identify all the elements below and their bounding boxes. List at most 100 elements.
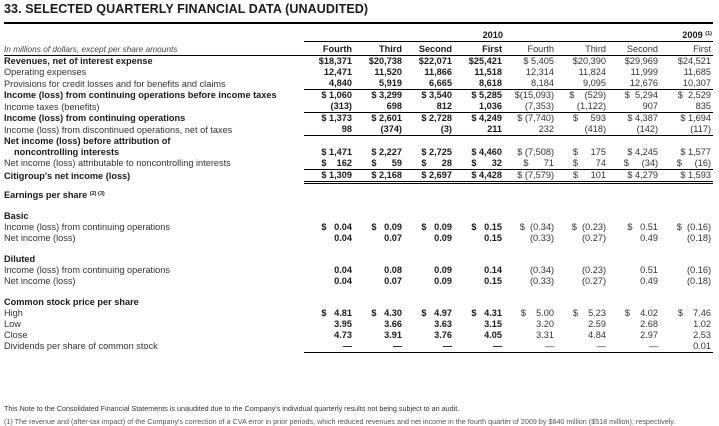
cell-value: 12,471	[323, 67, 352, 77]
cell-value: $ 2,601	[371, 113, 402, 123]
cell-value: $25,421	[468, 56, 503, 66]
cell-value: (0.34)	[530, 264, 555, 275]
column-header: First	[454, 41, 505, 56]
column-header: Fourth	[504, 41, 557, 56]
cell-value: $ 1,373	[321, 113, 352, 123]
cell-value: —	[556, 340, 609, 353]
year-header-row: 2010 2009 (1)	[4, 30, 714, 42]
row-label: Dividends per share of common stock	[4, 341, 158, 351]
cell-value: $ 59	[354, 157, 404, 170]
table-row: Citigroup's net income (loss) $ 1,309 $ 2,…	[4, 169, 714, 184]
cell-value: $24,521	[677, 56, 712, 66]
row-label: Operating expenses	[4, 67, 87, 77]
cell-value: 812	[404, 101, 454, 113]
cell-value: (142)	[608, 124, 661, 136]
cell-value: (1,122)	[556, 101, 609, 113]
cell-value: —	[354, 340, 404, 353]
column-header: Fourth	[304, 41, 354, 56]
cell-value: 698	[354, 101, 404, 113]
cell-value: 0.09	[434, 264, 452, 275]
cell-value: (374)	[354, 124, 404, 136]
row-label: Income taxes (benefits)	[4, 101, 100, 112]
table-row: Net income (loss) before attribution of	[4, 136, 713, 147]
cell-value: 3.66	[384, 318, 402, 329]
title-rule	[4, 22, 713, 24]
cell-value: 11,685	[683, 67, 712, 77]
table-row: Provisions for credit losses and for ben…	[4, 78, 714, 90]
page-title: 33. SELECTED QUARTERLY FINANCIAL DATA (U…	[4, 2, 369, 16]
cell-value: 4.84	[588, 329, 607, 340]
cell-value: 98	[304, 124, 354, 136]
row-label: Net income (loss) before attribution of	[4, 135, 171, 146]
cell-value: 907	[608, 101, 661, 113]
cell-value: $ 1,309	[304, 169, 354, 184]
cell-value: $ 5,405	[523, 56, 555, 66]
cell-value: $ 2,168	[354, 169, 404, 184]
cell-value: $ 4,387	[627, 113, 659, 123]
cell-value: 0.15	[484, 232, 503, 243]
row-label: Income (loss) from continuing operations	[4, 113, 186, 123]
cell-value: $ 4,279	[608, 169, 661, 184]
cell-value: $(15,093)	[514, 90, 555, 100]
table-row: Net income (loss) 0.04 0.07 0.09 0.15 (0.33) (…	[4, 233, 713, 244]
cell-value	[660, 136, 713, 147]
diluted-header: Diluted	[4, 253, 36, 264]
cell-value: 3.91	[384, 329, 402, 340]
column-header: Third	[556, 41, 609, 56]
cell-value: $ 101	[556, 169, 609, 184]
cell-value: $ 4.30	[371, 307, 402, 318]
cell-value: $ 4,428	[454, 169, 505, 184]
cell-value: 8,184	[504, 78, 557, 90]
cell-value: 3.15	[484, 318, 503, 329]
footnote-1: (1) The revenue and (after-tax impact) o…	[4, 417, 676, 426]
cell-value: $ 1,577	[680, 146, 712, 157]
column-header: Third	[354, 41, 404, 56]
cell-value: (117)	[660, 124, 714, 136]
cell-value: 0.49	[640, 275, 659, 286]
cell-value: $ 32	[454, 157, 505, 170]
cell-value: $ 3,540	[421, 90, 452, 100]
cell-value: $ (0.34)	[519, 221, 555, 232]
cell-value: (7,353)	[504, 101, 557, 113]
cell-value: 0.15	[484, 275, 503, 286]
cell-value: 12,676	[608, 78, 661, 90]
cell-value: $ 71	[504, 157, 557, 170]
cell-value: $ 1,060	[321, 90, 352, 100]
cell-value: 0.07	[384, 275, 402, 286]
cell-value: (0.18)	[687, 232, 712, 243]
cell-value: $ 1,694	[680, 113, 712, 123]
cell-value: (0.16)	[687, 264, 712, 275]
cell-value: $ 2,529	[677, 90, 712, 100]
cell-value: $ 4,460	[471, 146, 503, 157]
cell-value: 11,824	[578, 67, 607, 77]
cell-value: (0.27)	[582, 275, 607, 286]
stock-header: Common stock price per share	[4, 296, 139, 307]
cell-value: $ (0.23)	[571, 221, 607, 232]
cell-value: (0.33)	[530, 275, 555, 286]
cell-value: 0.04	[334, 264, 352, 275]
cell-value: $ 593	[572, 113, 607, 123]
table-row: Income (loss) from continuing operations…	[4, 90, 713, 102]
table-row: Net income (loss) attributable to noncon…	[4, 157, 714, 170]
table-row: Close 4.73 3.91 3.76 4.05 3.31 4.84 2.97 2.53	[4, 330, 713, 341]
cell-value: 0.04	[334, 275, 352, 286]
cell-value: $18,371	[318, 56, 352, 66]
cell-value: 2.59	[588, 318, 607, 329]
cell-value: $ 1,593	[660, 169, 714, 184]
cell-value: $ (7,579)	[504, 169, 557, 184]
cell-value: —	[454, 340, 505, 353]
cell-value: $ 4.97	[421, 307, 452, 318]
cell-value: $ (16)	[660, 157, 714, 170]
cell-value: $ 4.81	[321, 307, 352, 318]
cell-value: 0.04	[334, 232, 352, 243]
units-note: In millions of dollars, except per share…	[4, 41, 304, 56]
table-row: High $ 4.81 $ 4.30 $ 4.97 $ 4.31 $ 5.00 $ 5.23…	[4, 308, 713, 319]
row-label: Income (loss) from discontinued operatio…	[4, 124, 233, 135]
row-label: Close	[4, 329, 28, 340]
cell-value: $ 4,245	[627, 146, 659, 157]
cell-value: $ 2,725	[421, 146, 452, 157]
cell-value: 1,036	[454, 101, 505, 113]
cell-value: 4.73	[334, 329, 352, 340]
table-row: Income (loss) from discontinued operatio…	[4, 124, 714, 136]
cell-value: $ 4,249	[471, 113, 503, 123]
